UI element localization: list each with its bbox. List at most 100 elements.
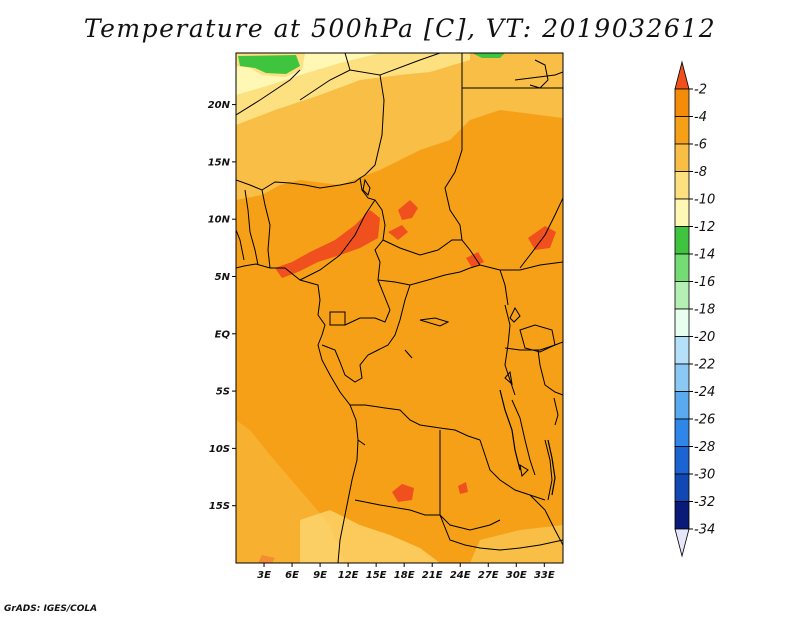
field-band-southeast xyxy=(470,525,563,563)
warm-patch-chad xyxy=(398,200,418,220)
warm-patch-nigeria xyxy=(275,210,380,278)
colorbar-label: -16 xyxy=(694,275,715,290)
colorbar-label: -24 xyxy=(694,385,715,400)
lake-albert xyxy=(509,306,521,323)
border-mozambique xyxy=(529,494,563,546)
colorbar-box xyxy=(674,473,690,502)
colorbar-label: -2 xyxy=(694,83,707,98)
border-uganda-kenya xyxy=(504,341,563,351)
colorbar-label: -6 xyxy=(694,138,707,153)
colorbar-label: -8 xyxy=(694,165,707,180)
border-ssudan-drc xyxy=(499,269,509,306)
border-eq-guinea xyxy=(329,311,346,326)
colorbar-label: -14 xyxy=(694,248,715,263)
border-angola-namibia xyxy=(354,499,440,516)
lat-tick-label: 5S xyxy=(216,387,230,398)
lon-tick-label: 18E xyxy=(394,570,415,581)
colorbar-box xyxy=(674,198,690,227)
colorbar-label: -22 xyxy=(694,358,715,373)
coastline-west xyxy=(236,263,359,563)
lon-tick-label: 24E xyxy=(450,570,471,581)
border-libya-niger xyxy=(344,53,351,71)
warm-patch-zambia xyxy=(392,484,414,502)
border-congo-drc xyxy=(321,319,401,383)
coast-east xyxy=(553,397,559,426)
colorbar-box xyxy=(674,281,690,310)
colorbar-box xyxy=(674,88,690,117)
border-angola-zambia xyxy=(439,430,501,531)
lat-tick-label: 15N xyxy=(208,157,231,168)
field-green-sliver xyxy=(472,53,505,58)
lat-tick-label: 15S xyxy=(209,501,230,512)
map-frame xyxy=(235,52,564,564)
colorbar-label: -34 xyxy=(694,523,715,538)
lon-tick-label: 21E xyxy=(422,570,443,581)
border-ethiopia xyxy=(519,197,563,269)
colorbar-box xyxy=(674,116,690,145)
lon-tick-label: 12E xyxy=(338,570,359,581)
colorbar-label: -32 xyxy=(694,495,715,510)
border-niger-south xyxy=(236,177,361,191)
lon-tick-label: 9E xyxy=(313,570,327,581)
latitude-ticks: 20N 15N 10N 5N EQ 5S 10S 15S xyxy=(208,100,236,512)
border-car-chad xyxy=(382,239,462,256)
lake-chad xyxy=(362,178,371,196)
lon-tick-label: 3E xyxy=(257,570,271,581)
lat-tick-label: 20N xyxy=(208,100,231,111)
lake-tanganyika xyxy=(499,389,521,471)
country-borders xyxy=(236,53,563,563)
lon-tick-label: 6E xyxy=(285,570,299,581)
lon-tick-label: 30E xyxy=(506,570,527,581)
lake-victoria xyxy=(519,324,556,353)
lat-tick-label: EQ xyxy=(215,329,231,340)
warm-patch-chad-2 xyxy=(388,225,408,240)
field-band-south xyxy=(300,510,440,563)
lon-tick-label: 33E xyxy=(534,570,555,581)
border-ghana xyxy=(236,229,245,261)
border-nigeria-cameroon xyxy=(299,199,376,281)
border-algeria xyxy=(236,69,301,116)
border-angola-drc xyxy=(350,404,481,441)
lon-tick-label: 15E xyxy=(366,570,387,581)
lake-kivu xyxy=(504,370,513,386)
longitude-ticks: 3E 6E 9E 12E 15E 18E 21E 24E 27E 30E 33E xyxy=(257,563,555,581)
colorbar: -2 -4 -6 -8 -10 -12 -14 -16 -18 -20 -22 -24 -26 -28 -3… xyxy=(674,60,715,558)
river-marker-2 xyxy=(404,349,413,359)
border-congo-car xyxy=(399,284,411,321)
border-tanzania-drc xyxy=(511,399,536,476)
border-cabinda xyxy=(357,439,366,446)
lat-tick-label: 10N xyxy=(208,215,231,226)
grads-credit: GrADS: IGES/COLA xyxy=(4,604,98,614)
border-south xyxy=(439,514,563,551)
colorbar-box xyxy=(674,391,690,420)
colorbar-box xyxy=(674,418,690,447)
border-sudan-ssudan xyxy=(479,261,563,271)
lon-tick-label: 27E xyxy=(478,570,499,581)
colorbar-box xyxy=(674,143,690,172)
colorbar-box xyxy=(674,308,690,337)
colorbar-box xyxy=(674,501,690,530)
colorbar-box xyxy=(674,363,690,392)
colorbar-top-arrow xyxy=(674,60,690,90)
colorbar-box xyxy=(674,171,690,200)
border-libya-chad xyxy=(379,53,441,76)
border-chad-sudan xyxy=(444,110,481,266)
field-band-sahel xyxy=(236,80,563,200)
colorbar-box xyxy=(674,446,690,475)
river-marker-1 xyxy=(419,317,450,327)
border-togo xyxy=(244,189,259,266)
colorbar-label: -28 xyxy=(694,440,715,455)
coast-sinai xyxy=(529,59,549,89)
border-tanzania xyxy=(537,349,563,396)
border-niger-chad xyxy=(299,69,385,179)
colorbar-label: -26 xyxy=(694,413,715,428)
colorbar-box xyxy=(674,226,690,255)
colorbar-label: -30 xyxy=(694,468,715,483)
colorbar-label: -20 xyxy=(694,330,715,345)
colorbar-label: -18 xyxy=(694,303,715,318)
colorbar-label: -4 xyxy=(694,110,707,125)
border-benin xyxy=(261,189,271,269)
lake-malawi xyxy=(547,439,556,496)
colorbar-label: -10 xyxy=(694,193,715,208)
